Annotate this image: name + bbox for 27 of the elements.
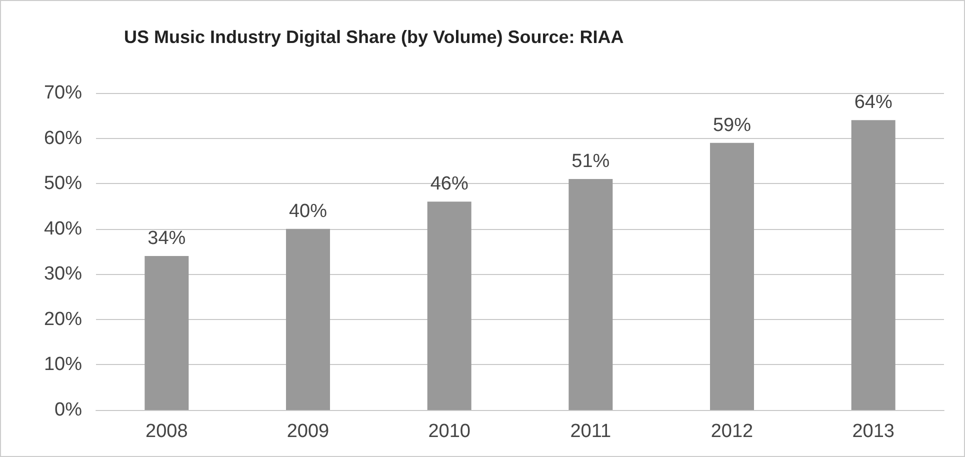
y-tick-label: 30% xyxy=(44,264,82,285)
bar xyxy=(427,202,472,410)
x-tick-label: 2010 xyxy=(428,421,470,442)
y-tick-label: 10% xyxy=(44,354,82,376)
bar xyxy=(568,179,613,410)
y-tick-label: 0% xyxy=(54,400,82,420)
y-tick-label: 40% xyxy=(44,218,82,240)
x-tick-label: 2012 xyxy=(710,421,754,442)
x-tick-label: 2009 xyxy=(286,421,330,442)
data-label: 59% xyxy=(712,114,752,136)
x-tick-label: 2011 xyxy=(570,421,612,442)
bar xyxy=(710,142,754,410)
bar xyxy=(851,120,896,410)
y-tick-label: 50% xyxy=(44,173,82,194)
data-label: 46% xyxy=(430,174,468,195)
x-tick-label: 2008 xyxy=(146,421,188,442)
y-tick-label: 70% xyxy=(44,82,82,104)
y-tick-label: 60% xyxy=(44,128,82,149)
data-label: 40% xyxy=(288,200,328,222)
chart-title: US Music Industry Digital Share (by Volume) Source: RIAA xyxy=(124,27,624,47)
data-label: 34% xyxy=(148,228,186,250)
bar xyxy=(144,256,189,410)
y-tick-label: 20% xyxy=(44,308,82,330)
bar xyxy=(286,228,330,410)
x-tick-label: 2013 xyxy=(852,421,894,442)
data-label: 51% xyxy=(572,151,610,172)
data-label: 64% xyxy=(854,92,892,114)
